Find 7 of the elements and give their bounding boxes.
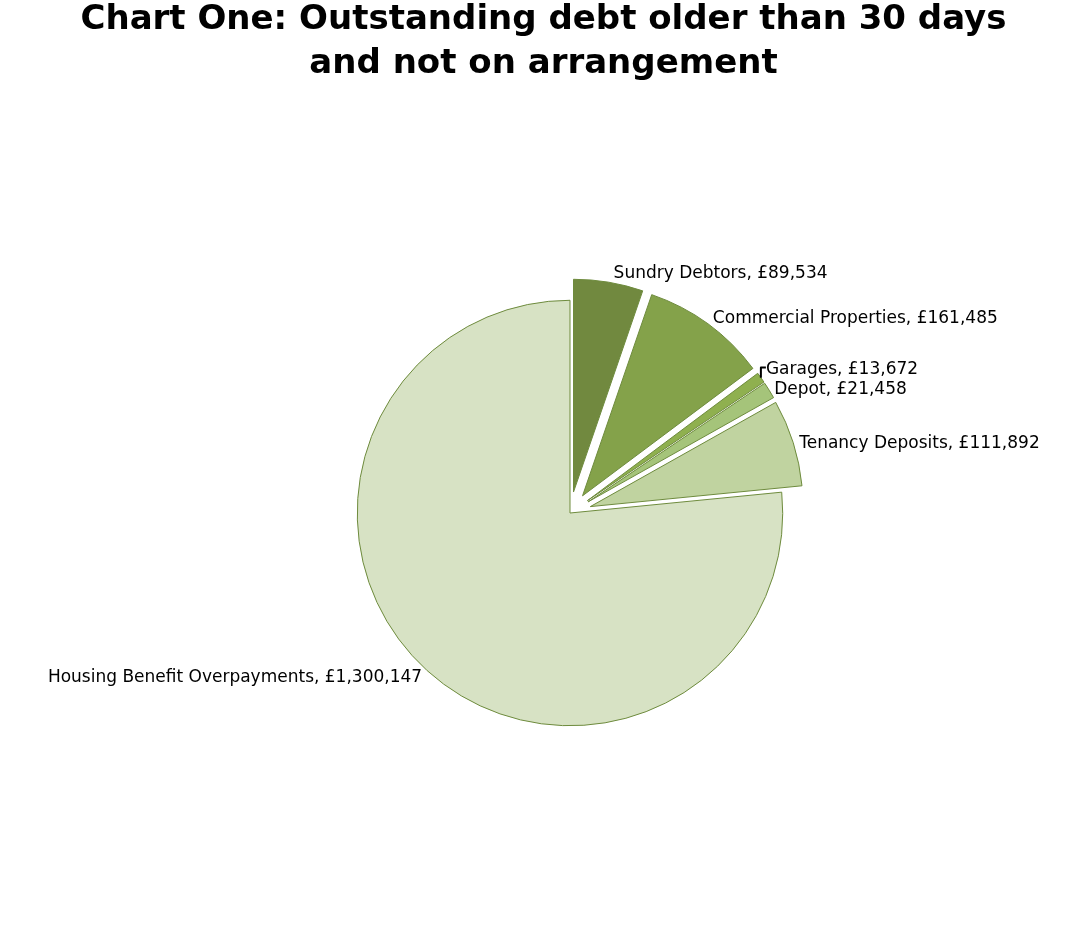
chart-title: Chart One: Outstanding debt older than 30 days and not on arrangement (80, 0, 1007, 81)
slice-label: Depot, £21,458 (774, 377, 907, 398)
slice-label: Housing Benefit Overpayments, £1,300,147 (47, 666, 423, 687)
slice-label: Garages, £13,672 (765, 357, 919, 378)
slice-label: Sundry Debtors, £89,534 (613, 262, 828, 283)
slice-label: Tenancy Deposits, £111,892 (798, 431, 1040, 452)
slice-label: Commercial Properties, £161,485 (712, 307, 998, 328)
